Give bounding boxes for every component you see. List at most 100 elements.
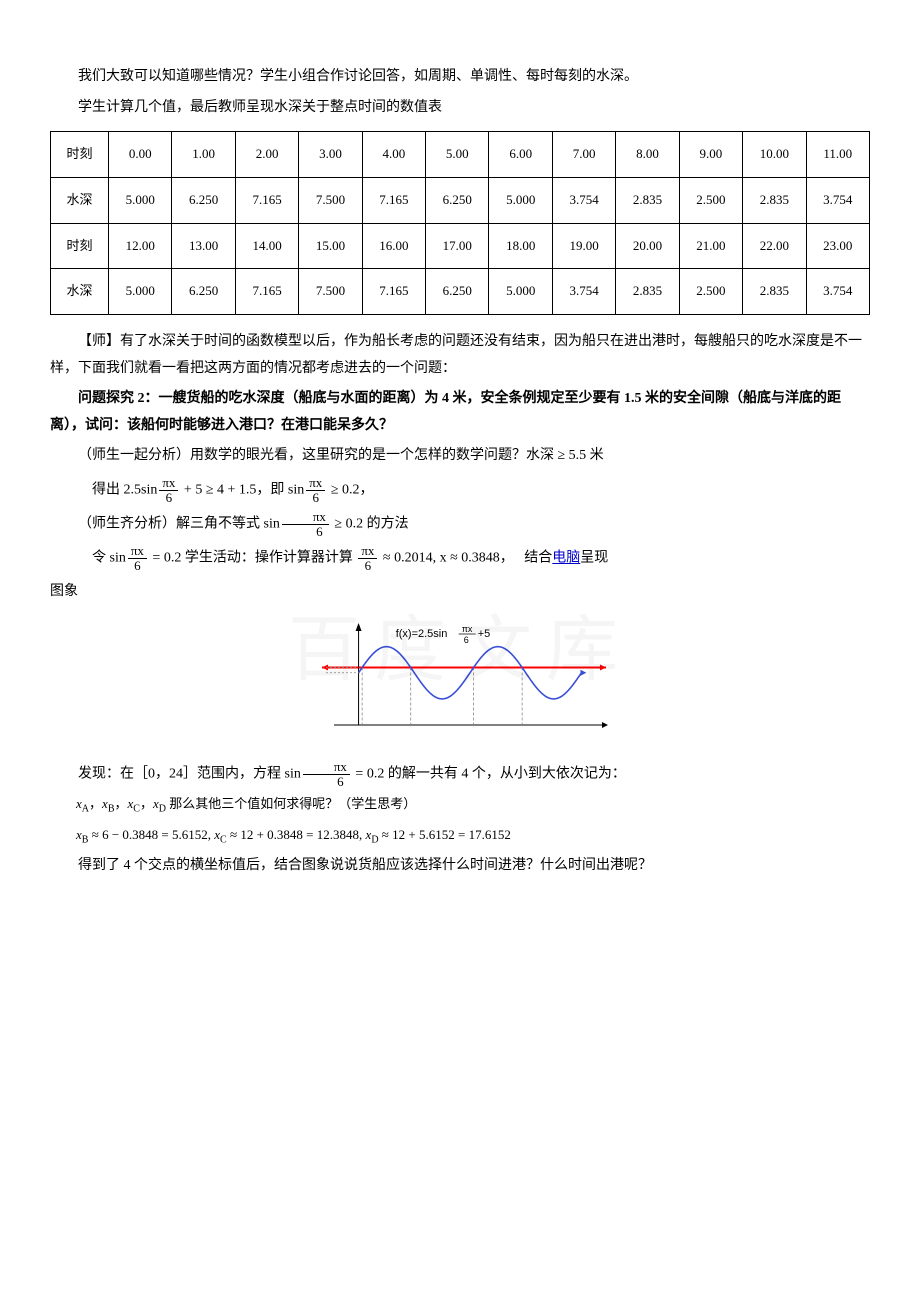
final-para: 得到了 4 个交点的横坐标值后，结合图象说说货船应该选择什么时间进港？什么时间出… [50, 853, 870, 880]
cell: 5.000 [489, 269, 552, 315]
cell: 3.754 [552, 177, 615, 223]
p2-prefix: （师生齐分析）解三角不等式 sin [78, 517, 280, 532]
eq2-val: ≈ 0.2014, x ≈ 0.3848， [379, 551, 513, 566]
cell: 5.00 [426, 132, 489, 178]
sine-chart: f(x)=2.5sin πx6 +5 [50, 619, 870, 750]
teacher-label: 【师】 [78, 334, 120, 349]
problem-title: 问题探究 2：一艘货船的吃水深度（船底与水面的距离）为 4 米，安全条例规定至少… [50, 386, 870, 439]
p2-suffix: ≥ 0.2 的方法 [331, 517, 409, 532]
eq1-lead: 得出 [92, 482, 124, 497]
cell: 5.000 [489, 177, 552, 223]
cell: 5.000 [109, 269, 172, 315]
teacher-para: 【师】有了水深关于时间的函数模型以后，作为船长考虑的问题还没有结束，因为船只在进… [50, 329, 870, 382]
cell: 7.165 [235, 269, 298, 315]
intro-p2: 学生计算几个值，最后教师呈现水深关于整点时间的数值表 [50, 95, 870, 122]
image-label: 图象 [50, 579, 870, 606]
cell: 2.835 [616, 269, 679, 315]
table-row: 时刻 0.00 1.00 2.00 3.00 4.00 5.00 6.00 7.… [51, 132, 870, 178]
cell: 2.500 [679, 177, 742, 223]
cell: 7.500 [299, 269, 362, 315]
eq2-lead: 令 sin [92, 551, 126, 566]
svg-text:6: 6 [464, 635, 469, 645]
row-label: 水深 [51, 269, 109, 315]
cell: 16.00 [362, 223, 425, 269]
cell: 9.00 [679, 132, 742, 178]
cell: 7.165 [362, 269, 425, 315]
frac-den: 6 [303, 775, 350, 789]
cell: 7.165 [235, 177, 298, 223]
cell: 19.00 [552, 223, 615, 269]
cell: 15.00 [299, 223, 362, 269]
fraction: πx6 [306, 476, 325, 504]
cell: 18.00 [489, 223, 552, 269]
table-row: 水深 5.000 6.250 7.165 7.500 7.165 6.250 5… [51, 269, 870, 315]
cell: 6.250 [172, 177, 235, 223]
eq2-mid: = 0.2 学生活动：操作计算器计算 [149, 551, 356, 566]
cell: 2.835 [743, 177, 806, 223]
row-label: 时刻 [51, 223, 109, 269]
cell: 6.250 [426, 269, 489, 315]
table-row: 时刻 12.00 13.00 14.00 15.00 16.00 17.00 1… [51, 223, 870, 269]
after-p1-a: 发现：在［0，24］范围内，方程 sin [78, 766, 301, 781]
analysis-p2: （师生齐分析）解三角不等式 sinπx6 ≥ 0.2 的方法 [50, 510, 870, 538]
cell: 0.00 [109, 132, 172, 178]
cell: 12.00 [109, 223, 172, 269]
cell: 6.250 [172, 269, 235, 315]
cell: 22.00 [743, 223, 806, 269]
cell: 17.00 [426, 223, 489, 269]
fraction: πx6 [159, 476, 178, 504]
intro-p1: 我们大致可以知道哪些情况？学生小组合作讨论回答，如周期、单调性、每时每刻的水深。 [50, 64, 870, 91]
depth-table: 时刻 0.00 1.00 2.00 3.00 4.00 5.00 6.00 7.… [50, 131, 870, 315]
cell: 2.835 [616, 177, 679, 223]
equation-1: 得出 2.5sinπx6 + 5 ≥ 4 + 1.5，即 sinπx6 ≥ 0.… [92, 476, 870, 504]
cell: 2.500 [679, 269, 742, 315]
svg-text:+5: +5 [478, 628, 491, 640]
cell: 3.00 [299, 132, 362, 178]
fraction: πx6 [128, 544, 147, 572]
calc-line: xB ≈ 6 − 0.3848 = 5.6152, xC ≈ 12 + 0.38… [50, 823, 870, 850]
eq2-tail-a: 结合 [524, 551, 552, 566]
cell: 2.00 [235, 132, 298, 178]
frac-den: 6 [358, 559, 377, 573]
cell: 7.165 [362, 177, 425, 223]
cell: 6.00 [489, 132, 552, 178]
cell: 3.754 [806, 269, 869, 315]
computer-link[interactable]: 电脑 [552, 551, 580, 566]
roots-line: xA，xB，xC，xD 那么其他三个值如何求得呢？（学生思考） [50, 792, 870, 819]
frac-den: 6 [159, 491, 178, 505]
cell: 4.00 [362, 132, 425, 178]
cell: 3.754 [806, 177, 869, 223]
cell: 3.754 [552, 269, 615, 315]
eq2-tail-b: 呈现 [580, 551, 608, 566]
problem-lead: 问题探究 2： [78, 391, 159, 406]
cell: 5.000 [109, 177, 172, 223]
cell: 8.00 [616, 132, 679, 178]
frac-num: πx [358, 544, 377, 559]
fraction: πx6 [282, 510, 329, 538]
roots-tail: 那么其他三个值如何求得呢？（学生思考） [169, 796, 416, 811]
cell: 7.500 [299, 177, 362, 223]
row-label: 时刻 [51, 132, 109, 178]
frac-num: πx [159, 476, 178, 491]
cell: 13.00 [172, 223, 235, 269]
problem-text: 一艘货船的吃水深度（船底与水面的距离）为 4 米，安全条例规定至少要有 1.5 … [50, 391, 841, 433]
frac-den: 6 [128, 559, 147, 573]
cell: 11.00 [806, 132, 869, 178]
eq1-c: ≥ 0.2， [327, 482, 373, 497]
eq1-b: + 5 ≥ 4 + 1.5，即 sin [180, 482, 304, 497]
cell: 2.835 [743, 269, 806, 315]
cell: 14.00 [235, 223, 298, 269]
cell: 21.00 [679, 223, 742, 269]
cell: 10.00 [743, 132, 806, 178]
after-p1: 发现：在［0，24］范围内，方程 sinπx6 = 0.2 的解一共有 4 个，… [50, 760, 870, 788]
svg-text:f(x)=2.5sin: f(x)=2.5sin [396, 628, 448, 640]
cell: 7.00 [552, 132, 615, 178]
frac-num: πx [303, 760, 350, 775]
eq1-a: 2.5sin [124, 482, 158, 497]
svg-text:πx: πx [462, 624, 473, 634]
frac-num: πx [306, 476, 325, 491]
frac-num: πx [282, 510, 329, 525]
after-p1-b: = 0.2 的解一共有 4 个，从小到大依次记为： [352, 766, 626, 781]
fraction: πx6 [303, 760, 350, 788]
cell: 20.00 [616, 223, 679, 269]
